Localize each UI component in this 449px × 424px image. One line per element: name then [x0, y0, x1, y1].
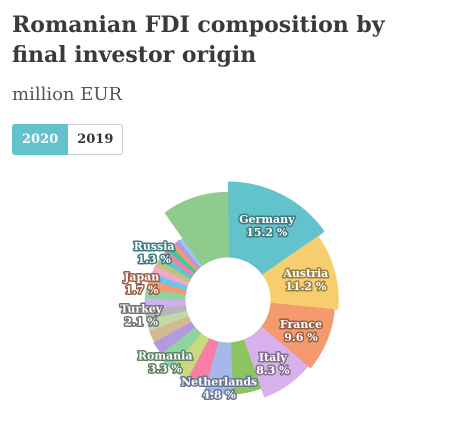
slice-other-23[interactable]: [175, 240, 202, 269]
slice-value-label: 11.2 %: [285, 280, 327, 293]
slice-other-9[interactable]: [153, 320, 195, 354]
slice-name-label: France: [280, 318, 322, 331]
slice-other-25[interactable]: [164, 191, 229, 266]
slice-other-10[interactable]: [149, 314, 191, 342]
slice-netherlands[interactable]: [204, 341, 234, 395]
slice-other-22[interactable]: [171, 243, 200, 271]
slice-france[interactable]: [260, 302, 335, 368]
slice-name-label: Turkey: [120, 303, 163, 316]
slice-other-16[interactable]: [149, 271, 189, 291]
slice-name-label: Netherlands: [181, 376, 257, 389]
chart-subtitle: million EUR: [12, 84, 123, 105]
slice-name-label: Germany: [239, 213, 295, 226]
slice-name-label: Italy: [259, 351, 288, 364]
slice-other-4[interactable]: [229, 339, 262, 395]
slice-value-label: 2.1 %: [125, 316, 159, 329]
slice-value-label: 15.2 %: [246, 226, 288, 239]
slice-other-24[interactable]: [179, 238, 204, 268]
slice-italy[interactable]: [242, 326, 308, 398]
slice-romania[interactable]: [158, 326, 202, 369]
slice-other-6[interactable]: [186, 337, 219, 388]
slice-value-label: 9.6 %: [284, 331, 318, 344]
slice-name-label: Austria: [282, 267, 328, 280]
slice-austria[interactable]: [262, 236, 339, 310]
slice-other-21[interactable]: [167, 246, 198, 274]
year-tabs: 2020 2019: [12, 124, 124, 155]
slice-other-13[interactable]: [144, 297, 186, 309]
slice-value-label: 3.3 %: [148, 363, 182, 376]
tab-2020[interactable]: 2020: [12, 124, 69, 155]
slice-value-label: 1.3 %: [137, 253, 171, 266]
slice-japan[interactable]: [147, 279, 187, 295]
slice-other-20[interactable]: [163, 249, 196, 276]
slice-value-label: 4.8 %: [202, 389, 236, 402]
tab-2019[interactable]: 2019: [68, 124, 124, 155]
slice-value-label: 1.7 %: [125, 284, 159, 297]
slice-other-11[interactable]: [146, 309, 189, 331]
chart-title: Romanian FDI composition by final invest…: [12, 12, 385, 68]
slice-value-label: 8.3 %: [256, 364, 290, 377]
slice-name-label: Romania: [138, 350, 193, 363]
slice-other-7[interactable]: [171, 332, 209, 380]
slice-russia[interactable]: [159, 254, 194, 279]
slice-turkey[interactable]: [144, 303, 187, 320]
slice-other-17[interactable]: [152, 265, 190, 286]
slice-other-14[interactable]: [145, 287, 186, 300]
slice-name-label: Russia: [134, 240, 175, 253]
slice-other-18[interactable]: [155, 259, 192, 283]
slice-germany[interactable]: [227, 181, 325, 276]
slice-name-label: Japan: [123, 271, 159, 284]
donut-slices: [144, 181, 339, 398]
